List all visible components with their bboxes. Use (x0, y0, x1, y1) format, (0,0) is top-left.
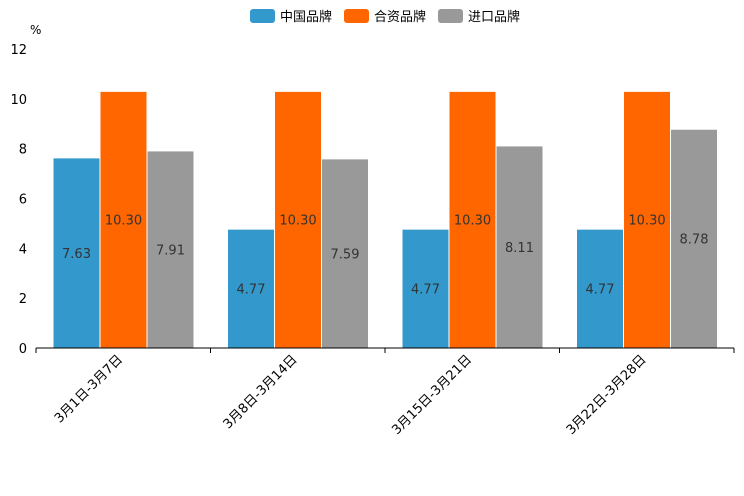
data-label: 7.91 (156, 243, 185, 258)
y-axis-ticks: 0 2 4 6 8 10 12 (10, 43, 27, 357)
data-label: 7.63 (62, 247, 91, 262)
legend-label-2: 合资品牌 (374, 9, 426, 25)
y-axis-unit-label: % (30, 23, 41, 37)
x-tick-label: 3月15日-3月21日 (389, 352, 475, 438)
bar-2-2 (274, 90, 322, 349)
y-tick-label: 8 (19, 143, 27, 158)
bar-2-1 (99, 90, 148, 349)
data-label: 8.78 (680, 233, 709, 248)
y-tick-label: 4 (19, 242, 27, 257)
bars (52, 90, 718, 349)
data-label: 10.30 (279, 214, 316, 229)
legend-swatch-2 (344, 9, 369, 23)
y-tick-label: 6 (19, 193, 27, 208)
data-label: 10.30 (105, 214, 142, 229)
data-label: 4.77 (411, 283, 440, 298)
y-tick-label: 2 (19, 292, 27, 307)
data-label: 7.59 (331, 247, 360, 262)
data-label: 10.30 (454, 214, 491, 229)
data-label: 4.77 (237, 283, 266, 298)
bar-3-1 (146, 150, 195, 349)
y-tick-label: 0 (19, 342, 27, 357)
y-tick-label: 12 (10, 43, 27, 58)
legend: 中国品牌 合资品牌 进口品牌 (250, 9, 520, 25)
bar-1-1 (52, 157, 101, 349)
x-tick-label: 3月1日-3月7日 (52, 352, 126, 426)
bar-3-2 (321, 158, 369, 349)
data-label: 8.11 (505, 241, 534, 256)
x-axis-ticks: 3月1日-3月7日 3月8日-3月14日 3月15日-3月21日 3月22日-3月28… (35, 348, 735, 438)
bar-1-2 (227, 228, 275, 349)
data-label: 4.77 (586, 283, 615, 298)
legend-swatch-3 (438, 9, 463, 23)
legend-label-1: 中国品牌 (280, 9, 332, 25)
x-tick-label: 3月22日-3月28日 (564, 352, 650, 438)
data-labels: 7.63 10.30 7.91 4.77 10.30 7.59 4.77 10.30 8.11 4… (62, 214, 708, 298)
legend-swatch-1 (250, 9, 275, 23)
legend-label-3: 进口品牌 (468, 9, 520, 25)
bar-2-3 (448, 90, 497, 349)
x-tick-label: 3月8日-3月14日 (221, 352, 301, 432)
bar-1-4 (576, 228, 624, 349)
bar-3-4 (670, 128, 718, 349)
y-tick-label: 10 (10, 93, 27, 108)
data-label: 10.30 (628, 214, 665, 229)
